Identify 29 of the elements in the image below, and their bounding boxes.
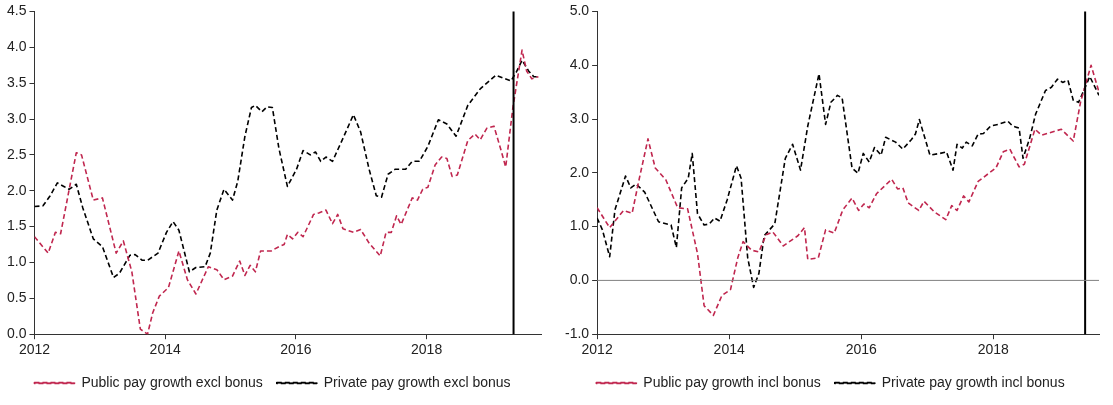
y-tick-label: 2.0 [6, 181, 27, 198]
y-tick-label: 2.5 [6, 145, 27, 162]
y-tick-label: 4.0 [6, 38, 27, 55]
x-tick-label: 2016 [280, 341, 312, 358]
legend-label: Public pay growth incl bonus [643, 373, 821, 390]
x-tick-label: 2012 [581, 341, 613, 358]
y-tick-label: 0.0 [6, 325, 27, 342]
y-tick-label: 1.0 [569, 217, 590, 234]
y-tick-label: 0.5 [6, 289, 27, 306]
y-tick-label: 3.0 [6, 109, 27, 126]
x-tick-label: 2016 [845, 341, 878, 358]
y-tick-label: -1.0 [565, 325, 590, 342]
legend-label: Private pay growth excl bonus [323, 373, 511, 390]
x-tick-label: 2014 [149, 341, 181, 358]
x-tick-label: 2018 [411, 341, 443, 358]
legend-label: Public pay growth excl bonus [81, 373, 263, 390]
y-tick-label: 1.0 [6, 253, 27, 270]
y-tick-label: 2.0 [569, 163, 590, 180]
y-tick-label: 4.0 [569, 56, 590, 73]
legend-label: Private pay growth incl bonus [881, 373, 1065, 390]
y-tick-label: 0.0 [569, 271, 590, 288]
x-tick-label: 2012 [18, 341, 51, 358]
x-tick-label: 2018 [977, 341, 1010, 358]
y-tick-label: 4.5 [6, 2, 27, 19]
y-tick-label: 1.5 [6, 217, 27, 234]
y-tick-label: 5.0 [569, 2, 590, 19]
y-tick-label: 3.0 [569, 109, 590, 126]
x-tick-label: 2014 [713, 341, 745, 358]
y-tick-label: 3.5 [6, 73, 27, 90]
